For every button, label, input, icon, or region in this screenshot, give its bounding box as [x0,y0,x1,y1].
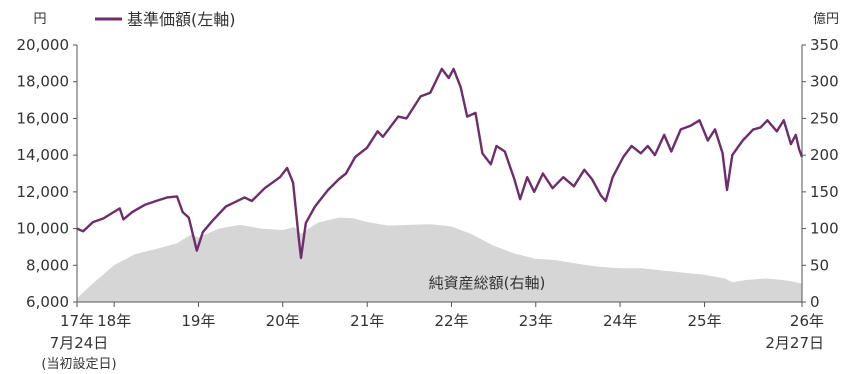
net-assets-area [77,217,802,302]
left-tick-label: 20,000 [17,36,70,54]
right-tick-label: 300 [810,73,839,91]
x-tick-label: 19年 [181,312,215,330]
left-unit-label: 円 [33,12,46,27]
x-tick-label: 21年 [350,312,384,330]
left-tick-label: 18,000 [17,73,70,91]
right-tick-label: 250 [810,109,839,127]
right-unit-label: 億円 [813,11,839,27]
x-tick-label: 22年 [434,312,468,330]
nav-line-layer [76,67,804,260]
x-tick-label: 17年 [60,312,94,330]
left-tick-label: 8,000 [26,256,69,274]
right-tick-label: 150 [810,183,839,201]
net-assets-area-layer [77,217,802,302]
right-tick-label: 0 [810,293,820,311]
left-tick-label: 16,000 [17,109,70,127]
x-tick-label: 26年 [790,312,824,330]
chart-text: 6,000 8,000 10,000 12,000 14,000 16,000 18,000… [17,10,840,372]
net-assets-label: 純資産総額(右軸) [429,274,546,292]
nav-line [76,67,804,260]
x-tick-label: 24年 [603,312,637,330]
x-tick-label: 23年 [519,312,553,330]
start-date-subnote: (当初設定日) [41,356,116,372]
right-tick-label: 200 [810,146,839,164]
x-tick-label: 18年 [97,312,131,330]
right-tick-label: 350 [810,36,839,54]
left-tick-label: 10,000 [17,220,70,238]
end-date-note: 2月27日 [765,334,824,352]
legend-label-nav: 基準価額(左軸) [127,10,236,29]
start-date-note: 7月24日 [50,334,109,352]
axes [73,44,806,307]
right-tick-label: 50 [810,256,829,274]
left-tick-label: 14,000 [17,146,70,164]
right-tick-label: 100 [810,220,839,238]
x-tick-label: 20年 [266,312,300,330]
left-tick-label: 12,000 [17,183,70,201]
left-tick-label: 6,000 [26,293,69,311]
x-tick-label: 25年 [688,312,722,330]
